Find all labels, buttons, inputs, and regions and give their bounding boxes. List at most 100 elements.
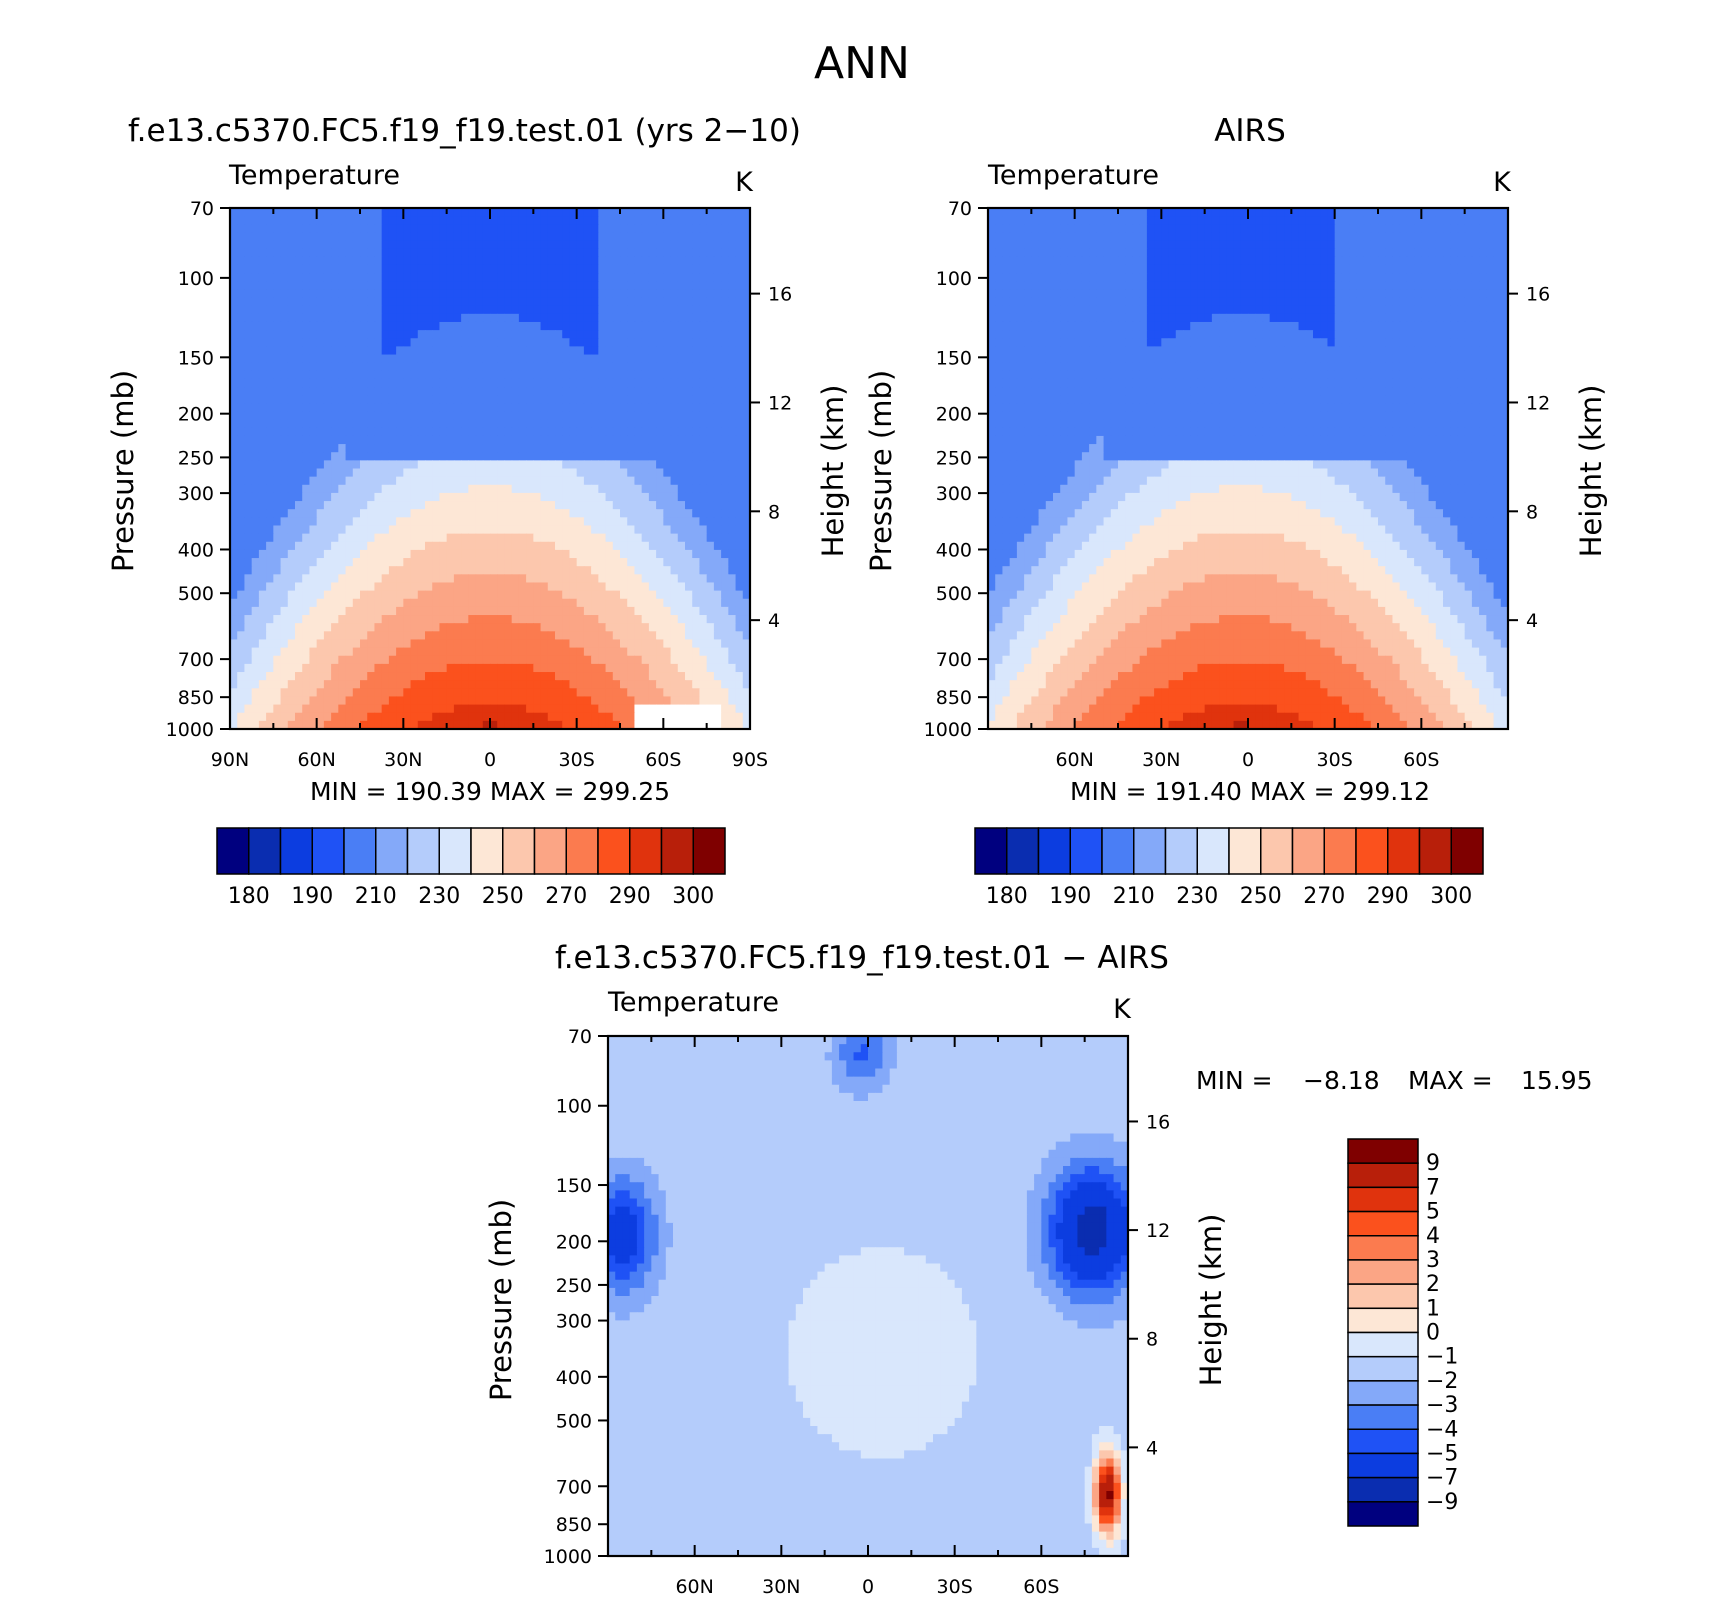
contour-cell [381, 273, 390, 282]
contour-cell [526, 452, 534, 461]
contour-cell [518, 688, 527, 698]
contour-cell [670, 623, 679, 632]
contour-cell [338, 419, 347, 429]
contour-cell [316, 403, 325, 413]
contour-cell [533, 411, 542, 421]
contour-cell [453, 631, 462, 641]
contour-cell [287, 256, 296, 266]
contour-cell [598, 720, 607, 730]
contour-cell [670, 492, 679, 502]
contour-cell [410, 639, 419, 649]
contour-cell [266, 639, 274, 649]
contour-cell [706, 370, 715, 380]
contour-cell [1349, 216, 1357, 225]
contour-cell [641, 338, 650, 347]
contour-cell [425, 655, 433, 665]
contour-cell [425, 346, 433, 356]
contour-cell [417, 655, 426, 665]
contour-cell [446, 387, 455, 396]
contour-cell [1074, 216, 1083, 225]
contour-cell [540, 321, 549, 331]
contour-cell [576, 305, 585, 315]
panel-obs-contour-field [988, 208, 1509, 730]
contour-cell [258, 354, 267, 364]
contour-cell [323, 387, 332, 396]
contour-cell [446, 468, 455, 478]
contour-cell [728, 411, 737, 421]
contour-cell [388, 582, 397, 592]
contour-cell [352, 468, 361, 478]
contour-cell [605, 378, 614, 388]
contour-cell [1334, 216, 1343, 225]
contour-cell [547, 208, 556, 217]
contour-cell [598, 672, 607, 681]
contour-cell [417, 517, 426, 527]
contour-cell [453, 248, 462, 258]
contour-cell [641, 525, 650, 535]
contour-cell [425, 712, 433, 722]
contour-cell [663, 590, 672, 600]
contour-cell [721, 281, 729, 291]
contour-cell [612, 509, 621, 518]
contour-cell [237, 501, 246, 510]
contour-cell [648, 338, 657, 347]
contour-cell [425, 444, 433, 453]
contour-cell [591, 468, 599, 478]
contour-cell [641, 378, 650, 388]
contour-cell [634, 558, 643, 567]
contour-cell [258, 313, 267, 323]
contour-cell [381, 427, 390, 437]
contour-cell [612, 362, 621, 372]
contour-cell [1428, 232, 1437, 242]
contour-cell [533, 248, 542, 258]
contour-cell [555, 208, 563, 217]
contour-cell [713, 680, 722, 689]
contour-cell [345, 216, 354, 225]
contour-cell [251, 264, 260, 274]
contour-cell [612, 688, 621, 698]
contour-cell [634, 655, 643, 665]
contour-cell [237, 338, 246, 347]
contour-cell [569, 533, 578, 543]
contour-cell [721, 623, 729, 632]
contour-cell [381, 297, 390, 307]
contour-cell [266, 370, 274, 380]
contour-cell [1443, 224, 1451, 234]
contour-cell [432, 330, 441, 339]
contour-cell [721, 305, 729, 315]
contour-cell [656, 484, 664, 494]
contour-cell [295, 590, 303, 600]
contour-cell [309, 452, 318, 461]
contour-cell [230, 346, 238, 356]
contour-cell [323, 208, 332, 217]
contour-cell [685, 558, 693, 567]
contour-cell [735, 297, 744, 307]
contour-cell [988, 208, 996, 217]
contour-cell [569, 598, 578, 608]
contour-cell [497, 484, 506, 494]
contour-cell [576, 224, 585, 234]
contour-cell [555, 419, 563, 429]
contour-cell [316, 476, 325, 486]
contour-cell [627, 631, 636, 641]
contour-cell [345, 460, 354, 470]
contour-cell [598, 541, 607, 551]
contour-cell [728, 566, 737, 575]
contour-cell [677, 647, 686, 657]
contour-cell [685, 395, 693, 404]
contour-cell [374, 208, 383, 217]
contour-cell [237, 321, 246, 331]
contour-cell [598, 273, 607, 282]
contour-cell [713, 395, 722, 404]
contour-cell [634, 208, 643, 217]
contour-cell [497, 704, 506, 714]
contour-cell [439, 696, 448, 706]
contour-cell [1146, 224, 1155, 234]
contour-cell [244, 509, 253, 518]
contour-cell [381, 680, 390, 689]
contour-cell [302, 281, 311, 291]
contour-cell [251, 655, 260, 665]
contour-cell [677, 346, 686, 356]
contour-cell [280, 582, 289, 592]
contour-cell [381, 248, 390, 258]
